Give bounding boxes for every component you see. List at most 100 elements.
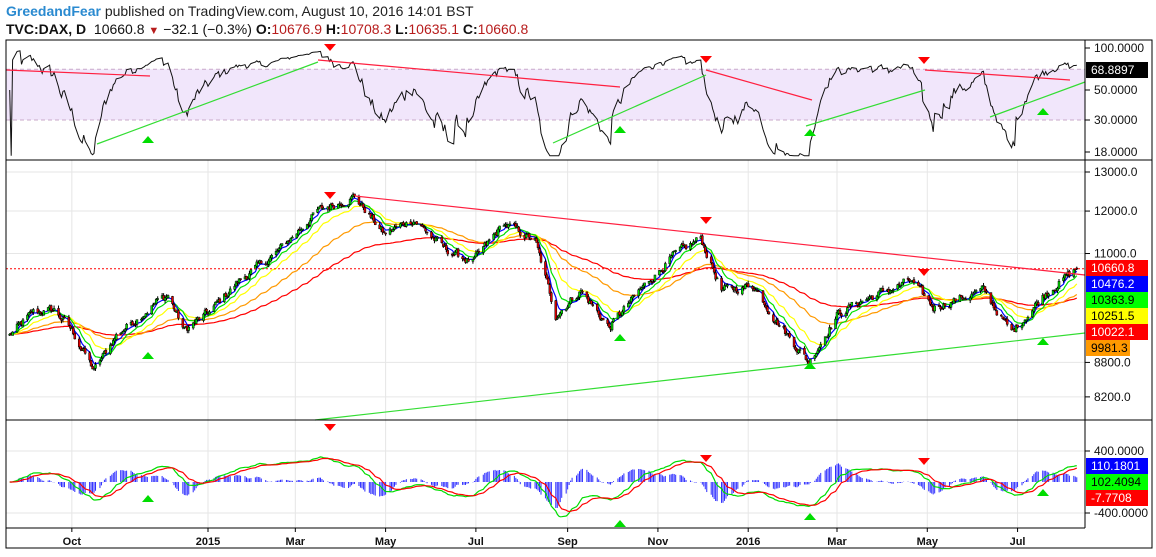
candle: [125, 323, 128, 329]
candle: [715, 277, 719, 280]
candle: [701, 235, 704, 245]
x-tick-label: Oct: [63, 536, 82, 548]
price-label: 10660.8: [1091, 261, 1135, 275]
rsi-line: [9, 50, 1077, 157]
candle: [995, 310, 999, 316]
macd-value-label-bg: [1086, 474, 1148, 490]
candle: [720, 277, 723, 291]
candle: [104, 350, 108, 354]
candle: [94, 364, 97, 369]
candle: [1014, 325, 1018, 332]
candle: [350, 196, 353, 200]
buy-signal-triangle-icon: [614, 334, 626, 341]
candle: [711, 262, 714, 269]
support-trendline: [314, 332, 1086, 421]
candle: [547, 278, 550, 285]
candle: [268, 257, 272, 262]
candle: [181, 318, 185, 328]
candle: [26, 314, 29, 320]
candle: [643, 282, 646, 287]
candle: [746, 283, 750, 288]
candle: [11, 331, 14, 336]
candle: [570, 297, 574, 301]
candle: [606, 319, 609, 324]
candle: [67, 316, 71, 326]
candle: [726, 284, 729, 287]
x-tick-label: Nov: [648, 536, 670, 548]
x-tick-label: Sep: [558, 536, 578, 548]
candle: [347, 204, 350, 207]
macd-value-label: 102.4094: [1091, 475, 1141, 489]
candle: [712, 267, 716, 273]
candle: [58, 314, 62, 319]
resistance-trendline: [317, 59, 621, 88]
candle: [233, 286, 236, 290]
candle: [575, 298, 578, 301]
candle: [829, 327, 833, 330]
buy-signal-triangle-icon: [614, 126, 626, 133]
candle: [632, 295, 636, 297]
chart-frame: [5, 39, 1153, 549]
sell-signal-triangle-icon: [324, 424, 336, 431]
y-tick-label: 8800.0: [1094, 355, 1131, 369]
price-label-bg: [1086, 260, 1148, 276]
candle: [669, 255, 673, 258]
buy-signal-triangle-icon: [1037, 338, 1049, 345]
rsi-value-label: 68.8897: [1091, 63, 1135, 77]
candle: [239, 278, 242, 280]
candle: [994, 307, 997, 311]
candle: [554, 300, 558, 320]
candle: [1056, 287, 1059, 291]
sell-signal-triangle-icon: [700, 56, 712, 63]
down-arrow-icon: ▼: [148, 25, 160, 37]
author-link[interactable]: GreedandFear: [6, 3, 101, 19]
candle: [917, 281, 920, 286]
candle: [757, 290, 760, 293]
candle: [248, 273, 251, 279]
candle: [208, 311, 211, 315]
candle: [422, 226, 426, 229]
candle: [897, 283, 901, 286]
candle: [778, 325, 781, 327]
candle: [890, 290, 894, 292]
candle: [316, 209, 319, 213]
candle: [363, 207, 367, 213]
candle: [415, 221, 418, 225]
candle: [736, 291, 740, 294]
candle: [329, 204, 333, 210]
candle: [982, 285, 985, 287]
candle: [57, 308, 60, 316]
candle: [202, 313, 205, 321]
candle: [109, 344, 112, 354]
candle: [705, 251, 709, 258]
candle: [538, 248, 541, 254]
candle: [311, 212, 315, 215]
candle: [971, 293, 975, 296]
candle: [823, 336, 827, 346]
candle: [601, 318, 605, 321]
candle: [151, 304, 155, 306]
candle: [902, 278, 905, 283]
candle: [637, 289, 640, 297]
candle: [486, 240, 489, 246]
candle: [320, 205, 324, 209]
candle: [550, 292, 553, 302]
candle: [1016, 324, 1019, 328]
candle: [359, 204, 362, 207]
candle: [548, 284, 552, 294]
y-tick-label: 11000.0: [1094, 247, 1137, 261]
rsi-value-label-bg: [1086, 62, 1148, 78]
candle: [517, 226, 521, 232]
low-label: L:: [395, 21, 409, 37]
candle: [980, 285, 984, 290]
candle: [21, 319, 25, 326]
macd-value-label: 110.1801: [1091, 459, 1140, 473]
support-trendline: [96, 61, 319, 145]
candle: [166, 295, 170, 299]
candle: [709, 256, 713, 264]
buy-signal-triangle-icon: [142, 136, 154, 143]
candle: [590, 300, 593, 305]
candle: [834, 318, 837, 329]
candle: [140, 318, 143, 321]
